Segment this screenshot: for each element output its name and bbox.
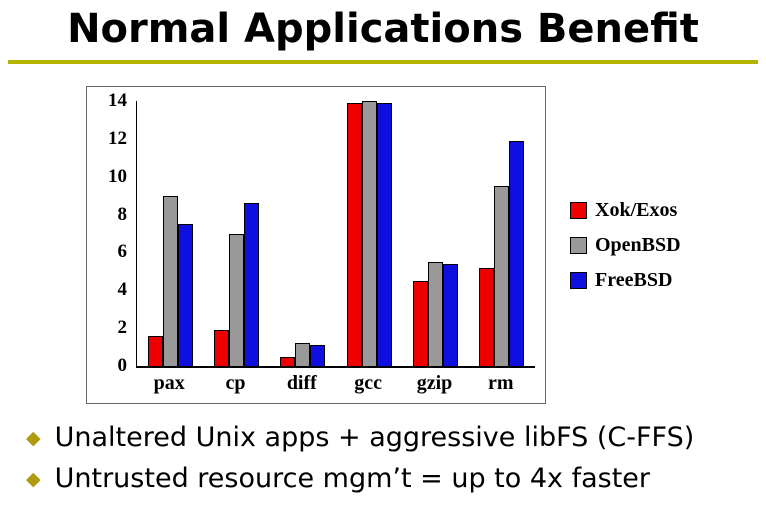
bullet-text: Unaltered Unix apps + aggressive libFS (… — [54, 422, 695, 453]
bar-rm-openbsd — [494, 186, 510, 366]
bar-group-gcc — [346, 101, 392, 366]
bar-cp-xok-exos — [213, 330, 229, 366]
bar-diff-openbsd — [295, 343, 311, 366]
legend-swatch-icon — [570, 236, 587, 254]
y-tick-label: 14 — [108, 90, 127, 111]
title-underline — [8, 60, 758, 64]
bullet-item: ◆ Unaltered Unix apps + aggressive libFS… — [26, 422, 766, 453]
chart-legend: Xok/Exos OpenBSD FreeBSD — [570, 199, 681, 292]
bar-group-diff — [280, 343, 326, 366]
legend-label: FreeBSD — [595, 268, 673, 291]
legend-label: OpenBSD — [595, 233, 681, 256]
legend-label: Xok/Exos — [595, 198, 678, 221]
bar-group-cp — [213, 203, 259, 366]
x-tick-label: diff — [286, 372, 317, 394]
diamond-bullet-icon: ◆ — [26, 427, 41, 449]
x-tick-label: pax — [153, 372, 185, 394]
bar-chart: 0 2 4 6 8 10 12 14 pax cp diff gcc gzip rm — [86, 86, 546, 404]
page-title: Normal Applications Benefit — [67, 6, 699, 52]
bar-gcc-openbsd — [361, 101, 377, 366]
y-tick-label: 12 — [108, 127, 127, 149]
bar-diff-xok-exos — [280, 356, 296, 366]
chart-inner: 0 2 4 6 8 10 12 14 pax cp diff gcc gzip rm — [95, 91, 535, 395]
y-axis: 0 2 4 6 8 10 12 14 — [95, 91, 131, 376]
bar-gzip-openbsd — [427, 261, 443, 366]
x-tick-label: cp — [225, 372, 246, 394]
bar-pax-openbsd — [162, 195, 178, 366]
y-tick-label: 8 — [117, 203, 128, 225]
bullet-text: Untrusted resource mgm’t = up to 4x fast… — [54, 463, 651, 494]
bar-gzip-freebsd — [442, 263, 458, 366]
legend-swatch-icon — [570, 271, 587, 289]
bar-group-pax — [147, 195, 193, 366]
bullet-item: ◆ Untrusted resource mgm’t = up to 4x fa… — [26, 463, 766, 494]
bar-cp-freebsd — [243, 203, 259, 366]
x-tick-label: gcc — [354, 372, 383, 394]
bar-pax-freebsd — [177, 224, 193, 366]
legend-swatch-icon — [570, 201, 587, 219]
bullet-list: ◆ Unaltered Unix apps + aggressive libFS… — [26, 422, 766, 494]
bar-gzip-xok-exos — [412, 280, 428, 366]
bar-cp-openbsd — [228, 233, 244, 366]
x-tick-label: rm — [488, 372, 514, 394]
chart-row: 0 2 4 6 8 10 12 14 pax cp diff gcc gzip rm Xok/Exos O… — [86, 86, 766, 404]
y-tick-label: 10 — [108, 165, 127, 187]
legend-item: OpenBSD — [570, 234, 681, 257]
bar-rm-xok-exos — [479, 267, 495, 366]
legend-item: Xok/Exos — [570, 199, 681, 222]
bar-diff-freebsd — [310, 345, 326, 366]
x-axis: pax cp diff gcc gzip rm — [136, 372, 534, 395]
bar-gcc-xok-exos — [346, 102, 362, 366]
y-tick-label: 2 — [117, 317, 128, 339]
plot-area: pax cp diff gcc gzip rm — [136, 101, 535, 395]
y-tick-label: 6 — [117, 241, 128, 263]
diamond-bullet-icon: ◆ — [26, 468, 41, 490]
y-tick-label: 4 — [117, 279, 128, 301]
bar-gcc-freebsd — [376, 102, 392, 366]
y-tick-label: 0 — [117, 355, 128, 376]
bar-rm-freebsd — [509, 140, 525, 366]
bar-pax-xok-exos — [147, 335, 163, 366]
bar-group-rm — [479, 140, 525, 366]
legend-item: FreeBSD — [570, 269, 681, 292]
bar-group-gzip — [412, 261, 458, 366]
bars-area — [136, 101, 535, 368]
x-tick-label: gzip — [416, 372, 453, 394]
